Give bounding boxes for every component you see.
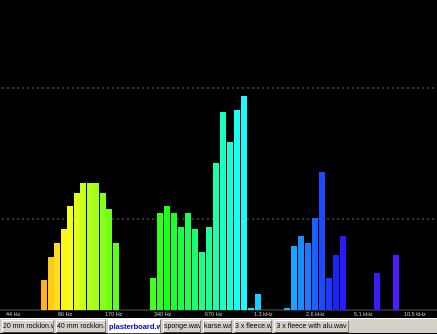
spectrum-bar: [192, 229, 198, 310]
spectrum-bar: [164, 206, 170, 310]
tab-3-x-fleece-with-alu[interactable]: 3 x fleece with alu.wav: [274, 320, 349, 333]
frequency-tick-label: 44 Hz: [6, 312, 21, 318]
spectrum-bar: [255, 294, 261, 310]
spectrum-bar: [100, 193, 106, 310]
spectrum-bar: [171, 213, 177, 310]
spectrum-bar: [106, 209, 112, 310]
spectrum-bar: [87, 183, 93, 310]
spectrum-bar: [157, 213, 163, 310]
spectrum-bar: [305, 243, 311, 310]
frequency-tick-label: 170 Hz: [105, 312, 123, 318]
spectrum-bars: [41, 96, 399, 310]
spectrum-bar: [185, 213, 191, 310]
spectrum-bar: [41, 280, 47, 310]
frequency-tick-label: 2.6 kHz: [306, 312, 325, 318]
spectrum-bar: [234, 110, 240, 310]
spectrum-bar: [248, 308, 254, 310]
spectrum-bar: [298, 236, 304, 310]
frequency-tick-label: 1.3 kHz: [254, 312, 273, 318]
frequency-tick-label: 86 Hz: [58, 312, 73, 318]
spectrum-bar: [241, 96, 247, 310]
spectrum-bar: [48, 257, 54, 310]
spectrum-bar: [220, 112, 226, 310]
spectrum-bar: [227, 142, 233, 310]
spectrum-bar: [393, 255, 399, 310]
spectrum-bar: [374, 273, 380, 310]
spectrum-bar: [93, 183, 99, 310]
spectrum-chart: 44 Hz 86 Hz 170 Hz 340 Hz 670 Hz 1.3 kHz 2.6 k…: [0, 87, 437, 318]
spectrum-bar: [284, 308, 290, 310]
frequency-tick-label: 670 Hz: [205, 312, 223, 318]
frequency-tick-label: 340 Hz: [154, 312, 172, 318]
file-tab-bar: 20 mm rocklon.wav40 mm rocklon.wavplaste…: [0, 318, 437, 334]
spectrum-bar: [340, 236, 346, 310]
tab-plasterboard[interactable]: plasterboard.wav: [108, 319, 161, 334]
frequency-tick-label: 5.1 kHz: [354, 312, 373, 318]
tab-3-x-fleece[interactable]: 3 x fleece.wav: [234, 320, 272, 333]
spectrum-bar: [74, 193, 80, 310]
frequency-axis: 44 Hz 86 Hz 170 Hz 340 Hz 670 Hz 1.3 kHz 2.6 k…: [6, 312, 426, 318]
spectrum-bar: [80, 183, 86, 310]
spectrum-bar: [312, 218, 318, 310]
spectrum-bar: [319, 172, 325, 310]
spectrum-bar: [291, 246, 297, 310]
spectrum-bar: [150, 278, 156, 310]
tab-sponge[interactable]: sponge.wav: [163, 320, 201, 333]
spectrum-bar: [326, 278, 332, 310]
frequency-tick-label: 10.5 kHz: [404, 312, 426, 318]
tab-20-mm-rocklon[interactable]: 20 mm rocklon.wav: [2, 320, 54, 333]
spectrum-bar: [199, 252, 205, 310]
spectrum-plot: 44 Hz 86 Hz 170 Hz 340 Hz 670 Hz 1.3 kHz 2.6 k…: [0, 87, 437, 318]
spectrum-bar: [54, 243, 60, 310]
spectrum-bar: [178, 227, 184, 310]
spectrum-bar: [113, 243, 119, 310]
spectrum-bar: [213, 163, 219, 310]
spectrum-bar: [333, 255, 339, 310]
spectrum-bar: [61, 229, 67, 310]
tab-40-mm-rocklon[interactable]: 40 mm rocklon.wav: [56, 320, 106, 333]
spectrum-bar: [206, 227, 212, 310]
tab-karse[interactable]: karse.wav: [203, 320, 232, 333]
spectrum-bar: [67, 206, 73, 310]
